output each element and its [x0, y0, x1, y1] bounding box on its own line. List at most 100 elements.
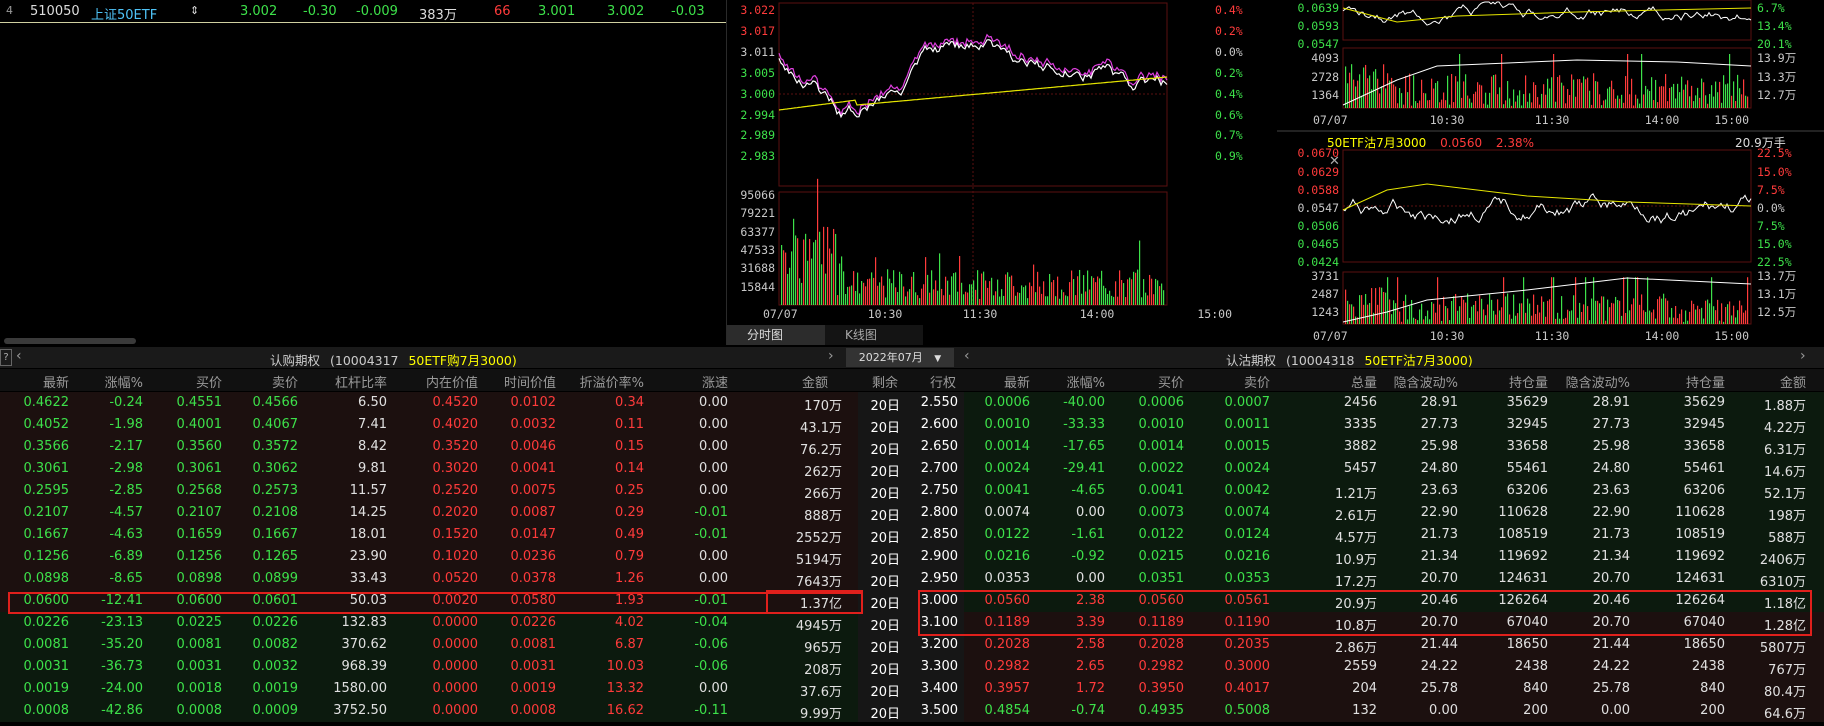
put-cell: 2559 [1343, 659, 1377, 674]
volume-tick: 2487 [1311, 287, 1339, 301]
volume-bar [865, 286, 867, 305]
volume-bar [873, 277, 875, 305]
ticker-name[interactable]: 上证50ETF [91, 8, 158, 23]
volume-bar [1555, 101, 1557, 108]
prev-arrow-icon-right[interactable]: ‹ [964, 348, 970, 364]
option-row[interactable]: 0.0019 -24.00 0.0018 0.0019 1580.00 0.0000 0.0… [0, 678, 1824, 700]
column-header-call[interactable]: 折溢价率% [579, 376, 644, 391]
volume-bar [1435, 82, 1437, 108]
prev-arrow-icon[interactable]: ‹ [16, 348, 22, 364]
volume-bar [1405, 75, 1407, 108]
column-header-put[interactable]: 买价 [1157, 376, 1184, 391]
column-header-call[interactable]: 涨速 [701, 376, 728, 391]
column-header-call[interactable]: 最新 [42, 376, 69, 391]
volume-bar [1697, 87, 1699, 108]
volume-bar [829, 248, 831, 305]
column-header-put[interactable]: 涨幅% [1066, 376, 1105, 391]
call-cell: -2.98 [109, 461, 143, 476]
column-header-put[interactable]: 持仓量 [1685, 376, 1725, 391]
option-row[interactable]: 0.0226 -23.13 0.0225 0.0226 132.83 0.0000 0.02… [0, 612, 1824, 634]
column-header-put[interactable]: 隐含波动% [1565, 376, 1630, 391]
option-row[interactable]: 0.0008 -42.86 0.0008 0.0009 3752.50 0.0000 0.0… [0, 700, 1824, 722]
next-arrow-icon-right[interactable]: › [1800, 348, 1806, 364]
column-header-call[interactable]: 买价 [195, 376, 222, 391]
ticker-extra: -0.03 [671, 4, 705, 19]
volume-bar [1637, 98, 1639, 108]
price-tick: 3.000 [740, 87, 775, 101]
volume-bar [947, 280, 949, 305]
volume-bar [1557, 312, 1559, 324]
option-row[interactable]: 0.2595 -2.85 0.2568 0.2573 11.57 0.2520 0.0075… [0, 480, 1824, 502]
volume-bar [1523, 277, 1525, 324]
volume-bar [1597, 300, 1599, 324]
option-row[interactable]: 0.4052 -1.98 0.4001 0.4067 7.41 0.4020 0.0032 0… [0, 414, 1824, 436]
sort-arrows-icon[interactable]: ⇕ [190, 4, 200, 17]
volume-bar [825, 273, 827, 305]
call-cell: -8.65 [109, 571, 143, 586]
intraday-chart[interactable]: 3.022 3.017 3.011 3.005 3.000 2.994 2.989 2.983… [727, 0, 1249, 345]
volume-bar [855, 290, 857, 305]
volume-bar [871, 272, 873, 305]
volume-bar [1481, 298, 1483, 324]
strike-price: 3.400 [920, 681, 958, 696]
put-cell: 124631 [1675, 571, 1725, 586]
column-header-call[interactable]: 内在价值 [425, 376, 478, 391]
volume-bar [1533, 82, 1535, 108]
volume-bar [1577, 79, 1579, 108]
volume-bar [999, 296, 1001, 305]
column-header-put[interactable]: 隐含波动% [1393, 376, 1458, 391]
next-arrow-icon[interactable]: › [828, 348, 834, 364]
tab-timeshare[interactable]: 分时图 [727, 325, 825, 345]
column-header-put[interactable]: 总量 [1350, 376, 1377, 391]
option-row[interactable]: 0.0081 -35.20 0.0081 0.0082 370.62 0.0000 0.00… [0, 634, 1824, 656]
strike-price: 2.750 [920, 483, 958, 498]
month-select[interactable]: 2022年07月 ▼ [846, 348, 954, 367]
put-cell: 67040 [1506, 615, 1548, 630]
volume-bar [1345, 289, 1347, 324]
watchlist-row[interactable]: 4 510050 上证50ETF ⇕ 3.002 -0.30 -0.009 38… [0, 0, 726, 23]
put-cell-bg [964, 502, 1824, 524]
horizontal-scrollbar[interactable] [4, 338, 136, 344]
volume-bar [1597, 81, 1599, 108]
column-header-call[interactable]: 金额 [801, 376, 828, 391]
days-remaining: 20日 [870, 421, 900, 436]
column-header-call[interactable]: 涨幅% [104, 376, 143, 391]
call-cell: 1.37亿 [800, 597, 842, 612]
volume-bar [877, 285, 879, 305]
put-cell: 110628 [1675, 505, 1725, 520]
column-header-put[interactable]: 金额 [1779, 376, 1806, 391]
put-cell-bg [964, 436, 1824, 458]
call-cell: 0.1659 [176, 527, 223, 542]
option-row[interactable]: 0.1667 -4.63 0.1659 0.1667 18.01 0.1520 0.0147… [0, 524, 1824, 546]
column-header-put[interactable]: 最新 [1003, 376, 1030, 391]
call-cell: 0.79 [615, 549, 644, 564]
volume-bar [1715, 310, 1717, 324]
volume-bar [1389, 80, 1391, 108]
put-cell-bg [964, 678, 1824, 700]
column-header-days[interactable]: 剩余 [871, 376, 898, 391]
put-cell: 0.0006 [984, 395, 1031, 410]
volume-bar [1357, 80, 1359, 108]
option-row[interactable]: 0.1256 -6.89 0.1256 0.1265 23.90 0.1020 0.0236… [0, 546, 1824, 568]
option-row[interactable]: 0.0600 -12.41 0.0600 0.0601 50.03 0.0020 0.058… [0, 590, 1824, 612]
put-cell: 24.80 [1592, 461, 1630, 476]
column-header-call[interactable]: 杠杆比率 [334, 376, 387, 391]
option-row[interactable]: 0.3061 -2.98 0.3061 0.3062 9.81 0.3020 0.0041 0… [0, 458, 1824, 480]
option-row[interactable]: 0.0031 -36.73 0.0031 0.0032 968.39 0.0000 0.00… [0, 656, 1824, 678]
option-row[interactable]: 0.4622 -0.24 0.4551 0.4566 6.50 0.4520 0.0102 0… [0, 392, 1824, 414]
option-row[interactable]: 0.0898 -8.65 0.0898 0.0899 33.43 0.0520 0.0378… [0, 568, 1824, 590]
option-row[interactable]: 0.3566 -2.17 0.3560 0.3572 8.42 0.3520 0.0046 0… [0, 436, 1824, 458]
column-header-strike[interactable]: 行权 [929, 376, 956, 391]
help-icon[interactable]: ? [0, 349, 12, 366]
volume-bar [1735, 101, 1737, 108]
column-header-put[interactable]: 持仓量 [1508, 376, 1548, 391]
column-header-call[interactable]: 时间价值 [503, 376, 556, 391]
volume-bar [867, 279, 869, 305]
tab-kline[interactable]: K线图 [825, 325, 923, 345]
volume-bar [911, 276, 913, 305]
column-header-call[interactable]: 卖价 [271, 376, 298, 391]
option-charts[interactable]: 0.0639 0.0593 0.0547 6.7% 13.4% 20.1% 4093 2728… [1277, 0, 1824, 345]
option-row[interactable]: 0.2107 -4.57 0.2107 0.2108 14.25 0.2020 0.0087… [0, 502, 1824, 524]
volume-bar [1581, 82, 1583, 108]
column-header-put[interactable]: 卖价 [1243, 376, 1270, 391]
